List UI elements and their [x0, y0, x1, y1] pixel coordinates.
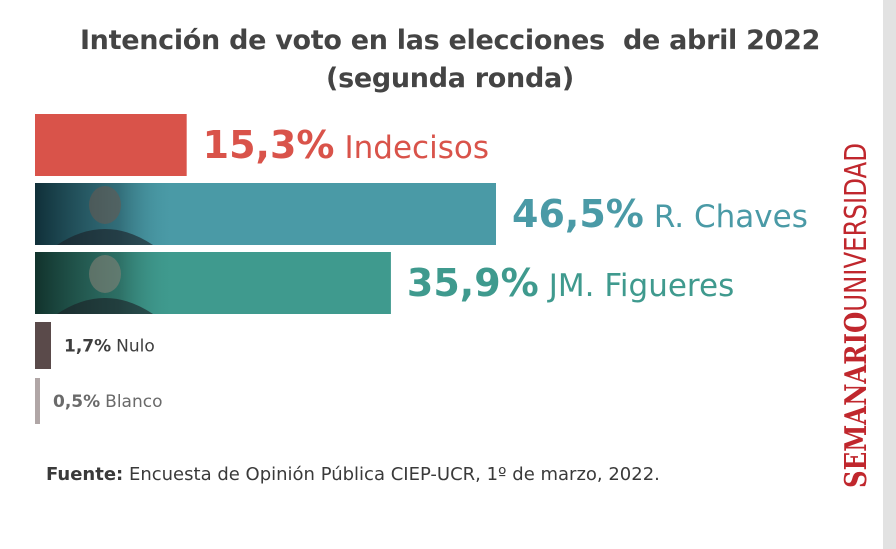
bar-nulo [35, 322, 51, 369]
data-label-blanco: 0,5% Blanco [53, 392, 162, 412]
source-text: Encuesta de Opinión Pública CIEP-UCR, 1º… [123, 464, 660, 485]
candidate-body-silhouette [57, 229, 153, 245]
candidate-head-silhouette [89, 186, 121, 224]
source-note: Fuente: Encuesta de Opinión Pública CIEP… [46, 464, 660, 485]
brand-light: UNIVERSIDAD [839, 143, 872, 312]
value-label: 0,5% [53, 392, 100, 412]
value-label: 1,7% [64, 337, 111, 357]
candidate-body-silhouette [57, 298, 153, 314]
category-label: Nulo [116, 337, 155, 357]
category-label: JM. Figueres [547, 268, 734, 304]
data-label-indecisos: 15,3% Indecisos [203, 123, 489, 167]
source-label: Fuente: [46, 464, 124, 485]
category-label: Blanco [105, 392, 162, 412]
data-label-r-chaves: 46,5% R. Chaves [512, 192, 808, 236]
semanario-universidad-logo: SEMANARIOUNIVERSIDAD [839, 143, 872, 488]
bar-blanco [35, 378, 40, 424]
svg-text:SEMANARIOUNIVERSIDAD: SEMANARIOUNIVERSIDAD [839, 143, 872, 488]
bar-indecisos [35, 114, 187, 176]
value-label: 15,3% [203, 123, 335, 167]
candidate-head-silhouette [89, 255, 121, 293]
data-label-nulo: 1,7% Nulo [64, 337, 155, 357]
category-label: Indecisos [345, 130, 489, 166]
chart-title-line-1: Intención de voto en las elecciones de a… [79, 25, 821, 56]
chart-title: Intención de voto en las elecciones de a… [0, 22, 896, 98]
value-label: 35,9% [407, 261, 539, 305]
page-edge [883, 0, 896, 549]
data-label-jm-figueres: 35,9% JM. Figueres [407, 261, 734, 305]
chart-title-line-2: (segunda ronda) [326, 63, 574, 94]
category-label: R. Chaves [654, 199, 808, 235]
brand-bold: SEMANARIO [839, 312, 872, 488]
value-label: 46,5% [512, 192, 644, 236]
